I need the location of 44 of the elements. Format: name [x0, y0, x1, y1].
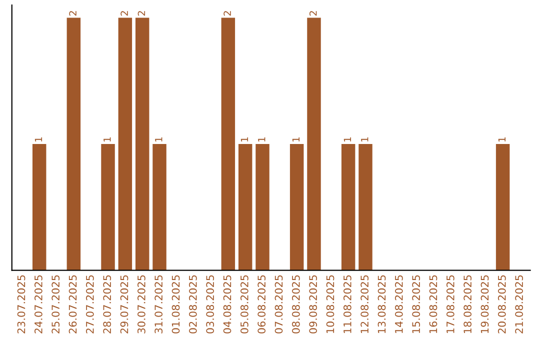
data-label: 1: [292, 137, 300, 142]
data-label: 1: [104, 137, 111, 142]
x-tick-label: 30.07.2025: [137, 275, 146, 334]
x-tick-label: 29.07.2025: [120, 275, 128, 334]
x-tick-label: 02.08.2025: [188, 275, 197, 334]
x-tick-label: 25.07.2025: [52, 275, 60, 334]
data-label: 2: [224, 11, 231, 16]
data-label: 1: [361, 137, 368, 142]
x-tick-label: 10.08.2025: [326, 275, 334, 333]
x-tick-label: 17.08.2025: [446, 275, 454, 333]
data-label: 1: [498, 137, 506, 142]
x-tick-label: 21.08.2025: [515, 275, 524, 334]
x-tick-label: 20.08.2025: [498, 275, 506, 334]
x-tick-label: 13.08.2025: [378, 275, 386, 333]
data-label: 2: [120, 11, 128, 16]
x-tick-label: 09.08.2025: [309, 275, 318, 334]
x-tick-label: 31.07.2025: [154, 275, 163, 334]
x-tick-label: 18.08.2025: [464, 275, 472, 333]
x-tick-label: 16.08.2025: [429, 275, 438, 333]
data-label: 1: [240, 137, 248, 142]
x-tick-label: 07.08.2025: [274, 275, 283, 334]
data-label: 2: [69, 11, 76, 16]
data-label: 2: [309, 11, 317, 16]
x-tick-label: 03.08.2025: [206, 275, 214, 334]
x-tick-label: 19.08.2025: [480, 275, 489, 333]
x-tick-label: 15.08.2025: [412, 275, 420, 333]
x-tick-label: 05.08.2025: [240, 275, 248, 334]
x-tick-label: 01.08.2025: [172, 275, 180, 334]
x-tick-label: 14.08.2025: [394, 275, 403, 333]
x-tick-label: 27.07.2025: [86, 275, 94, 334]
x-tick-label: 24.07.2025: [34, 275, 42, 334]
x-tick-label: 04.08.2025: [223, 275, 232, 334]
x-tick-label: 08.08.2025: [292, 275, 300, 334]
data-label: 1: [155, 137, 162, 142]
x-tick-label: 12.08.2025: [360, 275, 369, 333]
data-label: 1: [258, 137, 266, 142]
data-label: 1: [344, 137, 352, 142]
data-label: 1: [34, 137, 42, 142]
x-tick-label: 11.08.2025: [343, 275, 352, 333]
x-tick-label: 26.07.2025: [68, 275, 77, 334]
x-tick-label: 23.07.2025: [17, 275, 26, 334]
x-tick-label: 06.08.2025: [258, 275, 266, 334]
data-label: 2: [138, 11, 146, 16]
x-tick-label: 28.07.2025: [103, 275, 112, 334]
